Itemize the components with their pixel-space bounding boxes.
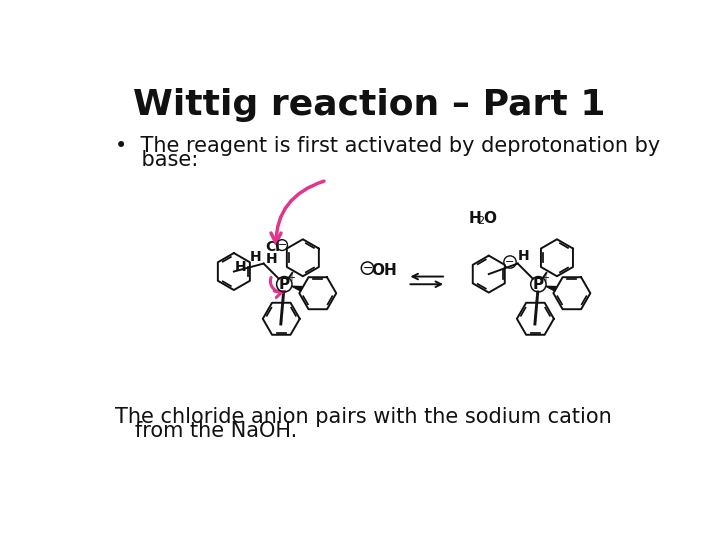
Polygon shape xyxy=(546,286,556,291)
Text: H: H xyxy=(518,249,530,263)
Text: The chloride anion pairs with the sodium cation: The chloride anion pairs with the sodium… xyxy=(115,408,612,428)
Text: H: H xyxy=(250,251,262,265)
Polygon shape xyxy=(292,286,302,291)
Text: base:: base: xyxy=(115,150,198,170)
Text: Cl: Cl xyxy=(266,240,280,254)
Text: OH: OH xyxy=(372,263,397,278)
Text: +: + xyxy=(287,273,295,283)
Text: P: P xyxy=(533,276,544,292)
Text: Wittig reaction – Part 1: Wittig reaction – Part 1 xyxy=(132,88,606,122)
Text: 2: 2 xyxy=(477,216,484,226)
Text: •  The reagent is first activated by deprotonation by: • The reagent is first activated by depr… xyxy=(115,136,660,156)
Text: H: H xyxy=(266,252,277,266)
Text: P: P xyxy=(279,276,290,292)
Text: +: + xyxy=(541,273,549,283)
Text: from the NaOH.: from the NaOH. xyxy=(115,421,297,441)
Text: −: − xyxy=(505,257,515,267)
Text: H: H xyxy=(469,211,482,226)
Text: −: − xyxy=(277,240,287,250)
Text: O: O xyxy=(483,211,496,226)
Text: H: H xyxy=(235,260,246,274)
Text: −: − xyxy=(362,261,373,274)
